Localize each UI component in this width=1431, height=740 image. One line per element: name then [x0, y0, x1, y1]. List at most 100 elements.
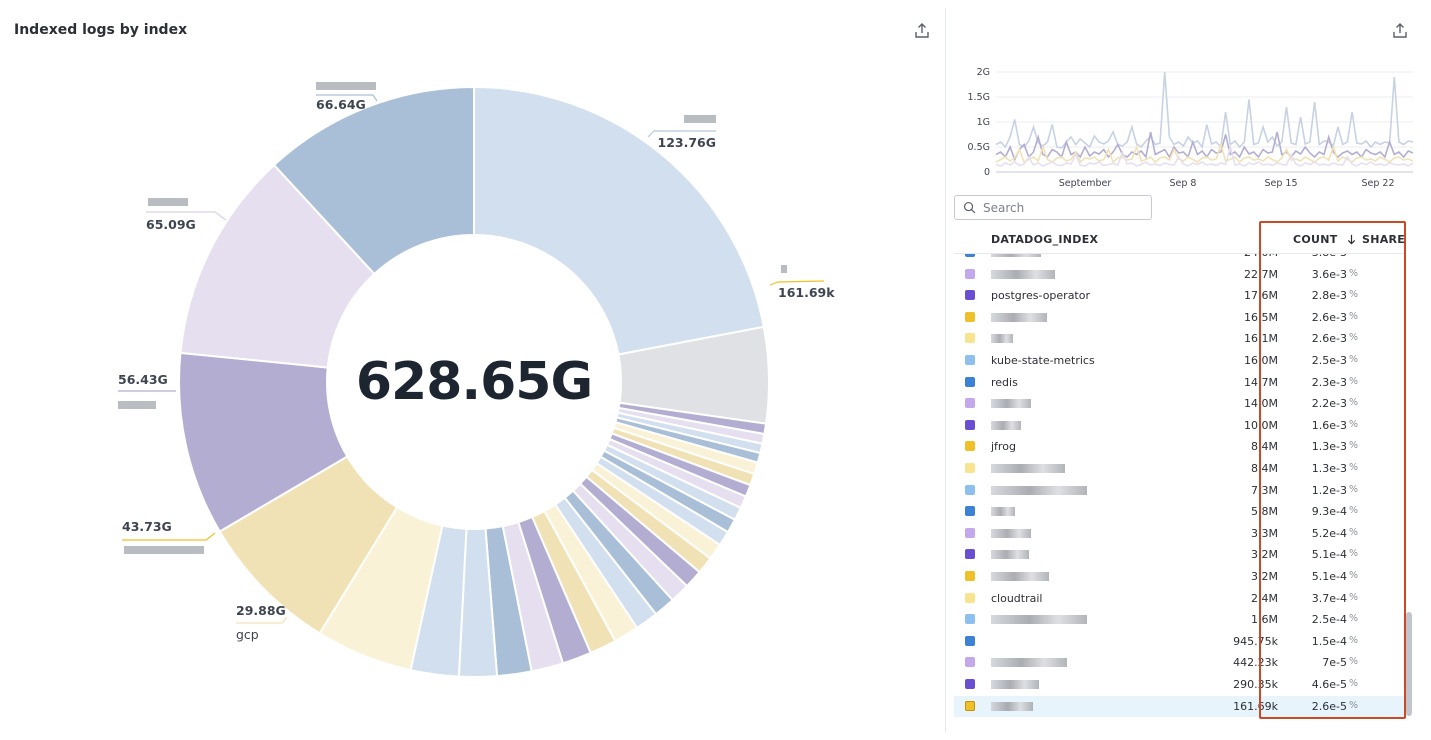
table-row[interactable]: 8.4M 1.3e-3% — [954, 458, 1404, 480]
slice-value-label: 123.76G — [658, 135, 717, 150]
percent-unit: % — [1348, 656, 1358, 668]
percent-unit: % — [1348, 397, 1358, 409]
index-name — [991, 484, 1087, 498]
search-box[interactable] — [954, 195, 1152, 220]
slice-value-label: 65.09G — [146, 217, 196, 232]
table-row[interactable]: 7.3M 1.2e-3% — [954, 480, 1404, 502]
table-row[interactable]: 10.0M 1.6e-3% — [954, 415, 1404, 437]
blurred-index-name — [991, 701, 1033, 711]
index-share: 1.3e-3 — [1311, 440, 1347, 454]
series-line[interactable] — [995, 131, 1414, 162]
slice-value-label: 43.73G — [122, 519, 172, 534]
index-name: kube-state-metrics — [991, 354, 1095, 367]
table-row[interactable]: postgres-operator 17.6M 2.8e-3% — [954, 285, 1404, 307]
panel-divider — [945, 8, 946, 732]
index-share: 5.1e-4 — [1311, 548, 1347, 562]
index-count: 5.8M — [1251, 505, 1278, 519]
index-share: 3.7e-4 — [1311, 591, 1347, 605]
search-icon — [963, 201, 976, 214]
series-line[interactable] — [995, 143, 1414, 167]
blurred-slice-name — [684, 115, 716, 123]
series-color-swatch — [965, 376, 975, 387]
table-row[interactable]: 442.23k 7e-5% — [954, 652, 1404, 674]
percent-unit: % — [1349, 254, 1358, 257]
timeseries-chart: 2G 1.5G 1G 0.5G 0 September Sep 8 Sep 15… — [968, 67, 1414, 189]
percent-unit: % — [1348, 310, 1358, 322]
y-tick-label: 0 — [984, 167, 990, 178]
percent-unit: % — [1348, 548, 1358, 560]
table-row[interactable]: jfrog 8.4M 1.3e-3% — [954, 436, 1404, 458]
series-color-swatch — [965, 268, 975, 279]
slice-name-label: gcp — [236, 627, 259, 642]
blurred-index-name — [991, 485, 1087, 495]
index-share: 1.2e-3 — [1311, 483, 1347, 497]
index-count: 8.4M — [1251, 440, 1278, 454]
index-count: 16.0M — [1244, 354, 1278, 367]
table-row[interactable]: 16.5M 2.6e-3% — [954, 307, 1404, 329]
series-color-swatch — [965, 463, 975, 473]
index-name — [991, 268, 1055, 282]
table-row[interactable]: 22.7M 3.6e-3% — [954, 264, 1404, 286]
column-header-count[interactable]: COUNT — [1293, 233, 1338, 246]
series-color-swatch — [965, 311, 975, 322]
table-row[interactable]: cloudtrail 2.4M 3.7e-4% — [954, 588, 1404, 610]
percent-unit: % — [1348, 526, 1358, 538]
index-table-body: 24.0M3.8e-3%22.7M3.6e-3% postgres-operato… — [954, 254, 1404, 740]
index-count: 24.0M — [1244, 254, 1278, 259]
series-color-swatch — [965, 254, 975, 257]
index-count: 945.75k — [1233, 634, 1278, 648]
widget-title: Indexed logs by index — [14, 22, 188, 38]
series-color-swatch — [965, 679, 975, 689]
index-share: 2.6e-3 — [1311, 332, 1347, 346]
index-count: 3.3M — [1251, 526, 1278, 540]
table-row[interactable]: 3.3M 5.2e-4% — [954, 523, 1404, 545]
index-count: 17.6M — [1244, 289, 1278, 303]
percent-unit: % — [1348, 634, 1358, 646]
series-color-swatch — [965, 484, 975, 495]
table-row[interactable]: redis 14.7M 2.3e-3% — [954, 372, 1404, 394]
percent-unit: % — [1348, 505, 1358, 517]
table-row[interactable]: 945.75k 1.5e-4% — [954, 631, 1404, 653]
index-count: 442.23k — [1233, 656, 1278, 670]
table-row[interactable]: 161.69k 2.6e-5% — [954, 695, 1404, 718]
table-scrollbar-thumb[interactable] — [1406, 612, 1412, 716]
blurred-index-name — [991, 615, 1087, 625]
table-row[interactable]: 3.2M 5.1e-4% — [954, 566, 1404, 588]
column-header-share[interactable]: SHARE — [1346, 233, 1405, 246]
column-header-index[interactable]: DATADOG_INDEX — [991, 233, 1099, 246]
table-row[interactable]: 24.0M 3.8e-3% — [954, 254, 1404, 264]
index-count: 3.2M — [1251, 548, 1278, 562]
search-input[interactable] — [983, 200, 1143, 215]
series-color-swatch — [965, 441, 975, 452]
index-count: 10.0M — [1244, 418, 1278, 432]
index-count: 14.7M — [1244, 375, 1278, 389]
table-row[interactable]: kube-state-metrics 16.0M 2.5e-3% — [954, 350, 1404, 372]
index-share: 1.6e-3 — [1311, 418, 1347, 432]
index-share: 2.8e-3 — [1311, 289, 1347, 303]
series-line[interactable] — [995, 141, 1414, 164]
export-icon[interactable] — [913, 22, 931, 40]
index-name — [991, 613, 1087, 627]
index-share: 7e-5 — [1322, 656, 1347, 670]
blurred-slice-name — [781, 265, 787, 273]
y-tick-label: 2G — [977, 67, 990, 78]
index-share: 1.3e-3 — [1311, 462, 1347, 475]
index-name — [991, 462, 1065, 476]
table-row[interactable]: 290.35k 4.6e-5% — [954, 674, 1404, 696]
table-row[interactable]: 5.8M 9.3e-4% — [954, 501, 1404, 523]
donut-slice[interactable] — [272, 85, 475, 276]
table-row[interactable]: 3.2M 5.1e-4% — [954, 544, 1404, 566]
index-name — [991, 419, 1021, 433]
index-name: postgres-operator — [991, 289, 1090, 303]
series-color-swatch — [965, 635, 975, 646]
donut-slice[interactable] — [473, 85, 765, 356]
table-row[interactable]: 16.1M 2.6e-3% — [954, 328, 1404, 350]
index-count: 14.0M — [1244, 397, 1278, 411]
series-line[interactable] — [995, 71, 1414, 149]
export-icon[interactable] — [1391, 22, 1409, 40]
series-color-swatch — [965, 333, 975, 344]
blurred-index-name — [991, 507, 1015, 517]
table-row[interactable]: 1.6M 2.5e-4% — [954, 609, 1404, 631]
column-header-share-label: SHARE — [1362, 233, 1406, 246]
table-row[interactable]: 14.0M 2.2e-3% — [954, 393, 1404, 415]
